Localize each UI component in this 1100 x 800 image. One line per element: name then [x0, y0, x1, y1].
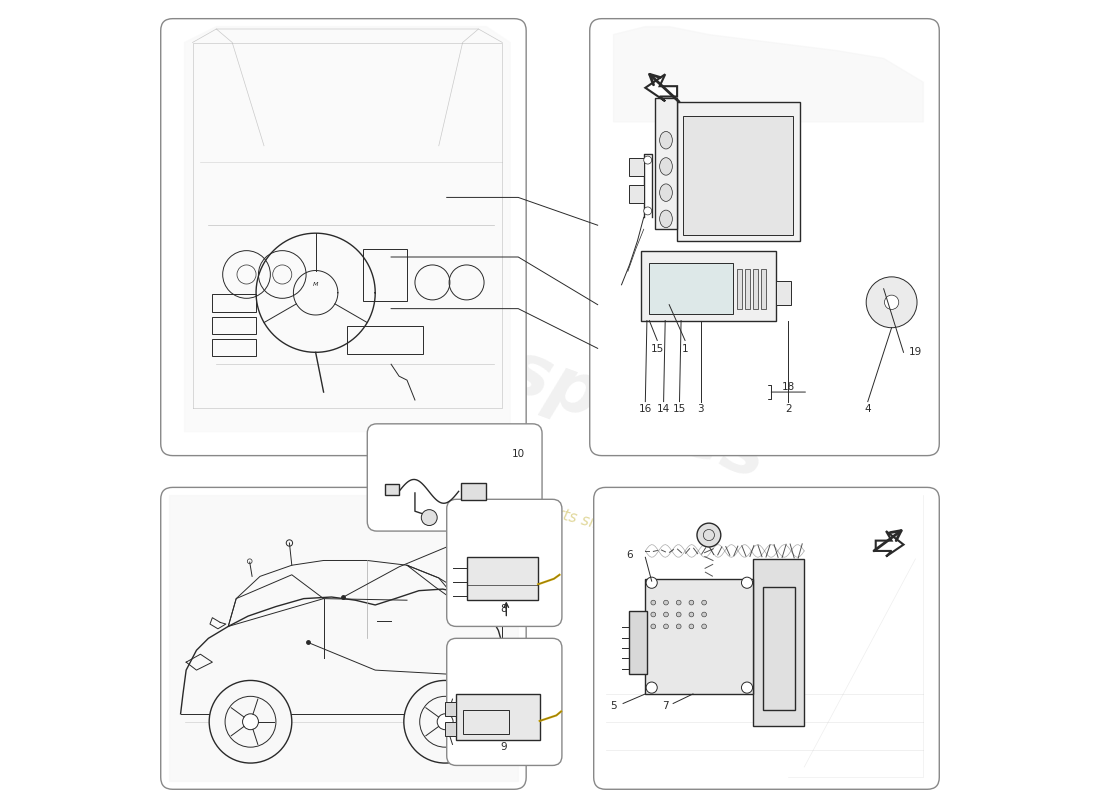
Circle shape: [644, 207, 651, 215]
Text: 7: 7: [662, 701, 669, 711]
Bar: [212, 317, 256, 334]
FancyBboxPatch shape: [590, 18, 939, 456]
Circle shape: [676, 612, 681, 617]
Circle shape: [689, 612, 694, 617]
Bar: [752, 559, 804, 726]
Ellipse shape: [660, 158, 672, 175]
Ellipse shape: [660, 184, 672, 202]
Text: 8: 8: [500, 604, 507, 614]
Bar: [446, 702, 456, 716]
Circle shape: [651, 612, 656, 617]
Circle shape: [663, 612, 669, 617]
Polygon shape: [876, 531, 903, 557]
Circle shape: [651, 624, 656, 629]
Bar: [461, 482, 486, 500]
Bar: [629, 158, 644, 176]
Circle shape: [689, 624, 694, 629]
Bar: [683, 115, 793, 234]
Bar: [629, 610, 647, 674]
Text: 14: 14: [657, 404, 670, 414]
Ellipse shape: [660, 131, 672, 149]
Bar: [348, 326, 422, 354]
Bar: [649, 262, 733, 314]
Text: 15: 15: [673, 404, 686, 414]
Bar: [760, 269, 766, 309]
Bar: [641, 250, 777, 321]
Bar: [446, 722, 456, 736]
Polygon shape: [646, 74, 678, 102]
Circle shape: [243, 714, 258, 730]
Text: 6: 6: [626, 550, 632, 560]
Bar: [654, 98, 678, 229]
Text: 16: 16: [639, 404, 652, 414]
Ellipse shape: [660, 210, 672, 228]
FancyBboxPatch shape: [161, 487, 526, 790]
Polygon shape: [614, 26, 923, 122]
FancyBboxPatch shape: [594, 487, 939, 790]
Bar: [737, 269, 742, 309]
Bar: [212, 294, 256, 312]
Circle shape: [644, 156, 651, 164]
Text: a passion for parts since 1985: a passion for parts since 1985: [437, 474, 663, 548]
Bar: [385, 484, 399, 495]
Polygon shape: [185, 26, 510, 432]
Circle shape: [676, 624, 681, 629]
Circle shape: [741, 682, 752, 693]
Circle shape: [689, 600, 694, 605]
Bar: [629, 186, 644, 203]
FancyBboxPatch shape: [161, 18, 526, 456]
Text: 3: 3: [697, 404, 704, 414]
Circle shape: [663, 600, 669, 605]
Circle shape: [702, 612, 706, 617]
Text: 4: 4: [865, 404, 871, 414]
Circle shape: [866, 277, 917, 328]
FancyBboxPatch shape: [367, 424, 542, 531]
Circle shape: [651, 600, 656, 605]
Text: 1: 1: [682, 344, 689, 354]
Text: 5: 5: [610, 701, 617, 711]
Bar: [363, 249, 407, 301]
Circle shape: [646, 682, 658, 693]
Bar: [646, 578, 752, 694]
Circle shape: [437, 714, 453, 730]
Bar: [678, 102, 801, 241]
Bar: [745, 269, 750, 309]
Circle shape: [702, 600, 706, 605]
Bar: [752, 269, 758, 309]
Text: 19: 19: [909, 347, 922, 358]
Circle shape: [663, 624, 669, 629]
Circle shape: [741, 577, 752, 588]
Circle shape: [209, 681, 292, 763]
Circle shape: [702, 624, 706, 629]
Circle shape: [676, 600, 681, 605]
FancyBboxPatch shape: [447, 499, 562, 626]
Text: 15: 15: [650, 344, 664, 354]
Text: 2: 2: [785, 404, 792, 414]
FancyBboxPatch shape: [447, 638, 562, 766]
Circle shape: [646, 577, 658, 588]
Text: 10: 10: [512, 449, 525, 459]
Circle shape: [884, 295, 899, 310]
Bar: [777, 281, 791, 305]
Bar: [466, 557, 538, 600]
Bar: [763, 586, 794, 710]
Text: eurospares: eurospares: [323, 274, 777, 494]
Text: M: M: [314, 282, 318, 287]
Bar: [456, 694, 540, 740]
Text: 9: 9: [500, 742, 507, 752]
Circle shape: [421, 510, 437, 526]
Bar: [463, 710, 508, 734]
Circle shape: [404, 681, 486, 763]
Bar: [212, 339, 256, 356]
Text: 18: 18: [782, 382, 795, 392]
Polygon shape: [168, 495, 518, 782]
Circle shape: [697, 523, 720, 547]
